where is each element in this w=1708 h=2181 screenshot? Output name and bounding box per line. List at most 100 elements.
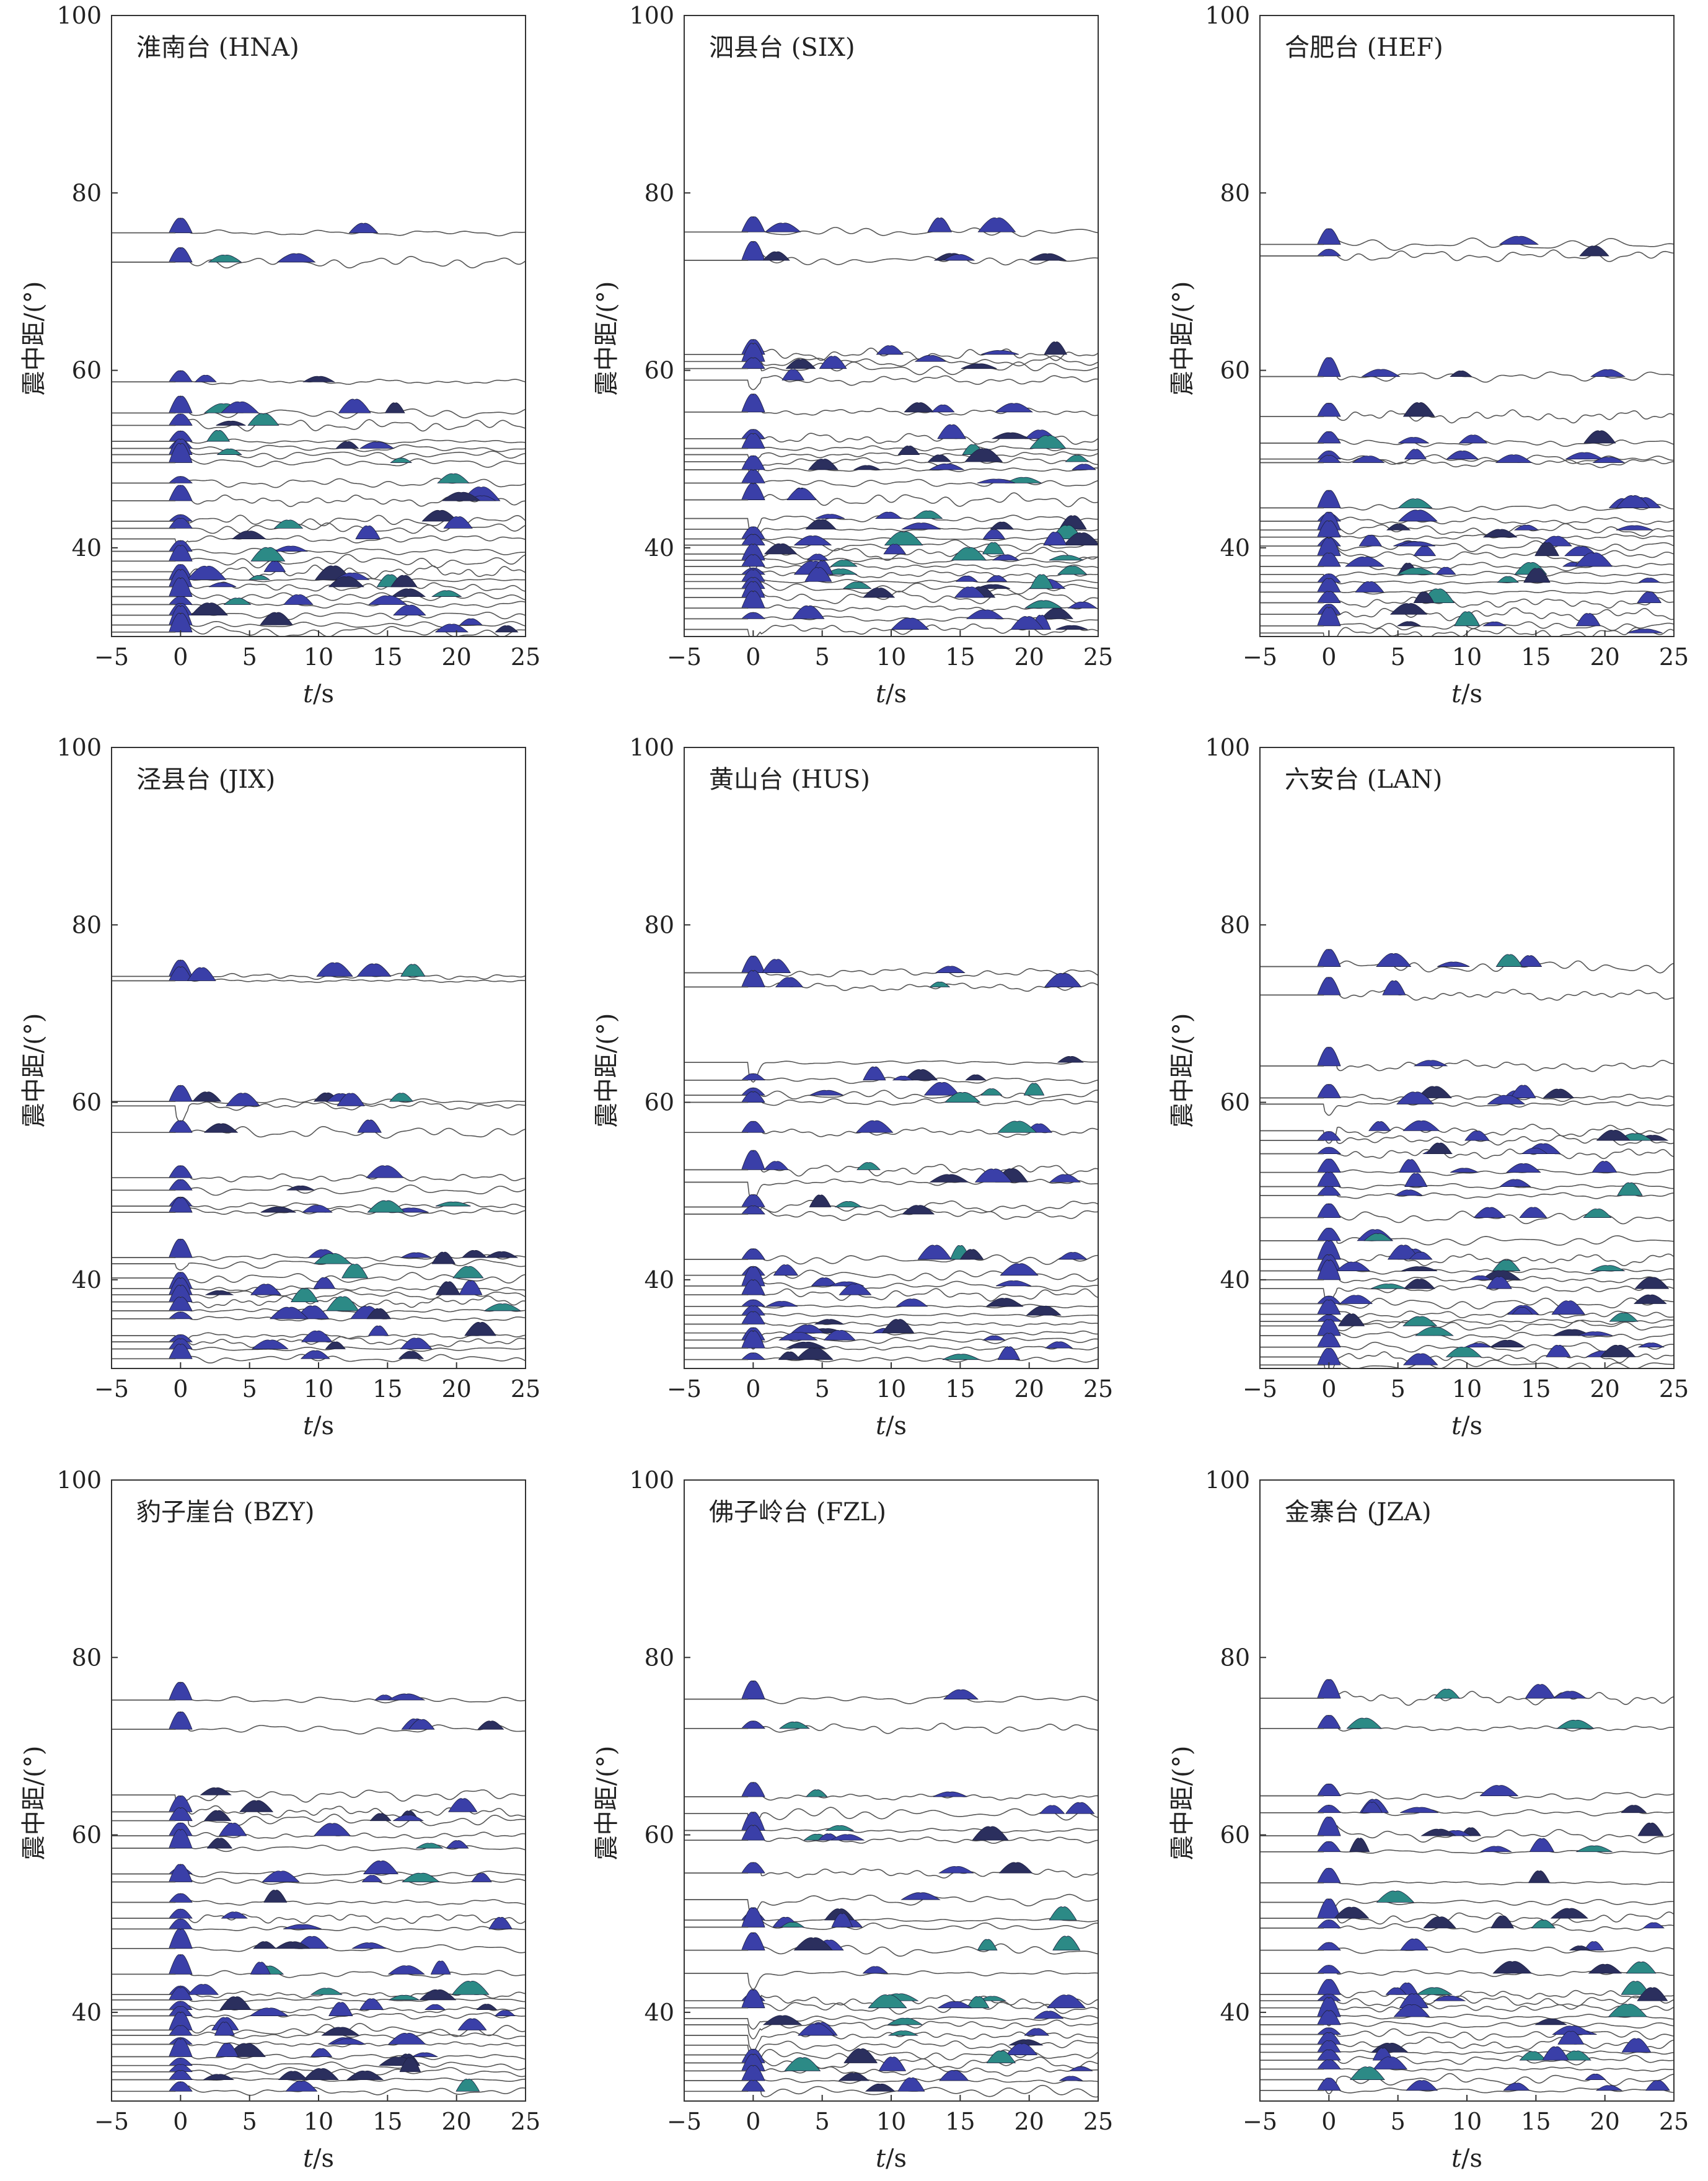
peak-marker [927,218,952,232]
peak-marker [363,1861,399,1874]
peak-marker [1316,1186,1341,1196]
peak-marker [990,521,1015,530]
peak-marker [1339,1295,1373,1304]
y-tick-label: 40 [72,1999,102,2026]
peak-marker [275,1941,310,1949]
peak-marker [435,1281,460,1295]
peak-marker [1482,529,1518,538]
peak-marker [972,1826,1009,1841]
peak-marker [966,1996,990,2009]
peak-marker [902,1205,935,1215]
peak-marker [741,1825,765,1841]
seismic-trace [112,1986,526,2003]
peak-marker [168,2025,193,2036]
peak-marker [997,1121,1037,1133]
peak-marker [1317,1299,1341,1315]
peak-marker [168,2058,193,2066]
peak-marker [1621,2038,1652,2053]
x-tick-label: 5 [242,643,257,671]
peak-marker [169,1344,193,1359]
peak-marker [1336,1261,1371,1271]
peak-marker [741,1330,765,1349]
peak-marker [992,554,1020,561]
peak-marker [1403,1279,1435,1289]
peak-marker [1393,2004,1430,2017]
peak-marker [1370,1284,1407,1289]
peak-marker [1458,434,1488,444]
peak-marker [741,1812,765,1831]
x-tick-label: 0 [1321,1375,1336,1403]
seismic-trace [684,1824,1098,1844]
peak-marker [400,1337,433,1349]
y-tick-label: 60 [1220,1822,1250,1849]
peak-marker [1492,1259,1521,1271]
panel-title: 豹子崖台 (BZY) [136,1498,315,1527]
seismic-trace [684,216,1098,237]
peak-marker [825,1825,855,1831]
peak-marker [1642,1922,1665,1929]
peak-marker [356,963,392,977]
peak-marker [168,1918,193,1929]
peak-marker [882,1319,915,1334]
peak-marker [351,1942,387,1949]
x-tick-label: 5 [242,2108,257,2135]
peak-marker [834,1201,863,1207]
seismic-trace [684,1087,1098,1099]
peak-marker [741,1782,765,1797]
peak-marker [1317,357,1341,377]
peak-marker [434,623,469,633]
peak-marker [809,1194,832,1207]
peak-marker [239,1800,274,1812]
peak-marker [865,2083,896,2092]
peak-marker [452,1266,484,1279]
seismic-trace [684,955,1098,977]
peak-marker [253,1941,276,1949]
seismic-trace [684,543,1098,565]
peak-marker [169,443,193,463]
y-tick-label: 40 [72,534,102,562]
x-tick-label: 5 [815,1375,830,1403]
y-axis-label: 震中距/(°) [1168,281,1197,396]
peak-marker [1413,591,1435,604]
x-tick-label: −5 [94,2108,129,2135]
seismic-trace [684,1060,1098,1083]
peak-marker [1512,1307,1533,1315]
peak-marker [1464,1342,1492,1348]
peak-marker [935,966,966,973]
y-tick-label: 60 [1220,1089,1250,1116]
peak-marker [938,1866,974,1874]
peak-marker [216,448,242,455]
seismic-trace [684,969,1098,992]
peak-marker [1553,1691,1587,1699]
peak-marker [1565,452,1604,460]
peak-marker [978,1996,1007,2001]
peak-marker [1039,1805,1065,1814]
trace-group [112,959,526,1364]
seismic-trace [112,1864,526,1886]
peak-marker [348,223,379,234]
peak-marker [1402,402,1435,417]
peak-marker [965,1074,987,1081]
peak-marker [831,1913,853,1928]
peak-marker [361,1875,383,1882]
seismic-trace [112,1258,526,1271]
peak-marker [793,1937,834,1951]
peak-marker [887,2017,923,2025]
peak-marker [1029,435,1067,449]
peak-marker [248,575,271,580]
peak-marker [1316,1942,1341,1951]
peak-marker [1633,1294,1667,1304]
seismic-trace [684,1248,1098,1265]
y-tick-label: 80 [72,911,102,938]
y-tick-label: 40 [645,1999,674,2026]
peak-marker [819,356,847,369]
peak-marker [1317,1259,1341,1280]
peak-marker [168,2081,193,2092]
peak-marker [933,1791,967,1797]
seismic-trace [684,1330,1098,1350]
peak-marker [1575,1845,1613,1853]
peak-marker [1413,545,1437,557]
peak-marker [1400,1807,1439,1813]
x-tick-label: −5 [667,1375,702,1403]
seismic-trace [112,966,526,984]
